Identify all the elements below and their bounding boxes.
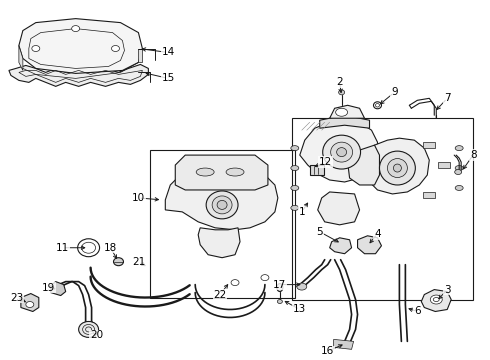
Ellipse shape	[114, 258, 123, 266]
Ellipse shape	[331, 142, 353, 162]
Text: 7: 7	[444, 93, 450, 103]
Ellipse shape	[291, 166, 299, 171]
Bar	[150, 150, 295, 298]
Polygon shape	[358, 236, 382, 254]
Polygon shape	[138, 49, 143, 62]
Polygon shape	[334, 339, 354, 349]
Ellipse shape	[26, 302, 34, 307]
Text: 10: 10	[132, 193, 145, 203]
Ellipse shape	[455, 146, 463, 150]
Text: 14: 14	[162, 48, 175, 58]
Ellipse shape	[323, 135, 361, 169]
Ellipse shape	[72, 26, 80, 32]
Bar	[310, 165, 324, 175]
Text: 22: 22	[214, 289, 227, 300]
Ellipse shape	[455, 185, 463, 190]
Polygon shape	[318, 192, 360, 225]
Polygon shape	[165, 165, 278, 230]
Bar	[423, 142, 435, 148]
Text: 19: 19	[42, 283, 55, 293]
Text: 4: 4	[374, 229, 381, 239]
Polygon shape	[9, 64, 148, 86]
Text: 8: 8	[470, 150, 476, 160]
Ellipse shape	[297, 283, 307, 290]
Ellipse shape	[337, 148, 346, 157]
Ellipse shape	[78, 321, 98, 337]
Polygon shape	[198, 228, 240, 258]
Ellipse shape	[112, 45, 120, 51]
Ellipse shape	[336, 108, 347, 116]
Text: 6: 6	[414, 306, 420, 316]
Ellipse shape	[291, 185, 299, 190]
Polygon shape	[19, 19, 143, 73]
Ellipse shape	[32, 45, 40, 51]
Polygon shape	[51, 282, 66, 296]
Text: 11: 11	[56, 243, 69, 253]
Text: 16: 16	[321, 346, 334, 356]
Text: 5: 5	[317, 227, 323, 237]
Text: 15: 15	[162, 73, 175, 84]
Ellipse shape	[196, 168, 214, 176]
Ellipse shape	[217, 201, 227, 210]
Ellipse shape	[455, 166, 463, 171]
Text: 21: 21	[132, 257, 145, 267]
Text: 18: 18	[104, 243, 117, 253]
Polygon shape	[330, 105, 365, 118]
Bar	[438, 162, 450, 168]
Text: 13: 13	[293, 305, 306, 315]
Ellipse shape	[226, 168, 244, 176]
Ellipse shape	[277, 284, 283, 292]
Text: 3: 3	[444, 284, 450, 294]
Text: 1: 1	[298, 207, 305, 217]
Polygon shape	[363, 138, 429, 194]
Text: 17: 17	[273, 280, 287, 289]
Ellipse shape	[379, 151, 416, 185]
Text: 20: 20	[90, 330, 103, 341]
Text: 12: 12	[319, 157, 332, 167]
Ellipse shape	[291, 146, 299, 150]
Ellipse shape	[291, 206, 299, 210]
Text: 2: 2	[336, 77, 343, 87]
Polygon shape	[421, 289, 451, 311]
Ellipse shape	[277, 300, 282, 303]
Polygon shape	[19, 45, 23, 71]
Polygon shape	[300, 120, 377, 182]
Ellipse shape	[212, 196, 232, 214]
Ellipse shape	[388, 159, 407, 177]
Bar	[292, 118, 473, 300]
Polygon shape	[347, 145, 379, 185]
Ellipse shape	[206, 191, 238, 219]
Polygon shape	[21, 293, 39, 311]
Text: 23: 23	[10, 293, 24, 302]
Polygon shape	[175, 155, 268, 190]
Ellipse shape	[430, 295, 442, 304]
Ellipse shape	[339, 90, 344, 95]
Bar	[423, 192, 435, 198]
Ellipse shape	[455, 170, 462, 175]
Text: 9: 9	[391, 87, 398, 97]
Ellipse shape	[393, 164, 401, 172]
Polygon shape	[330, 238, 352, 254]
Polygon shape	[319, 115, 369, 128]
